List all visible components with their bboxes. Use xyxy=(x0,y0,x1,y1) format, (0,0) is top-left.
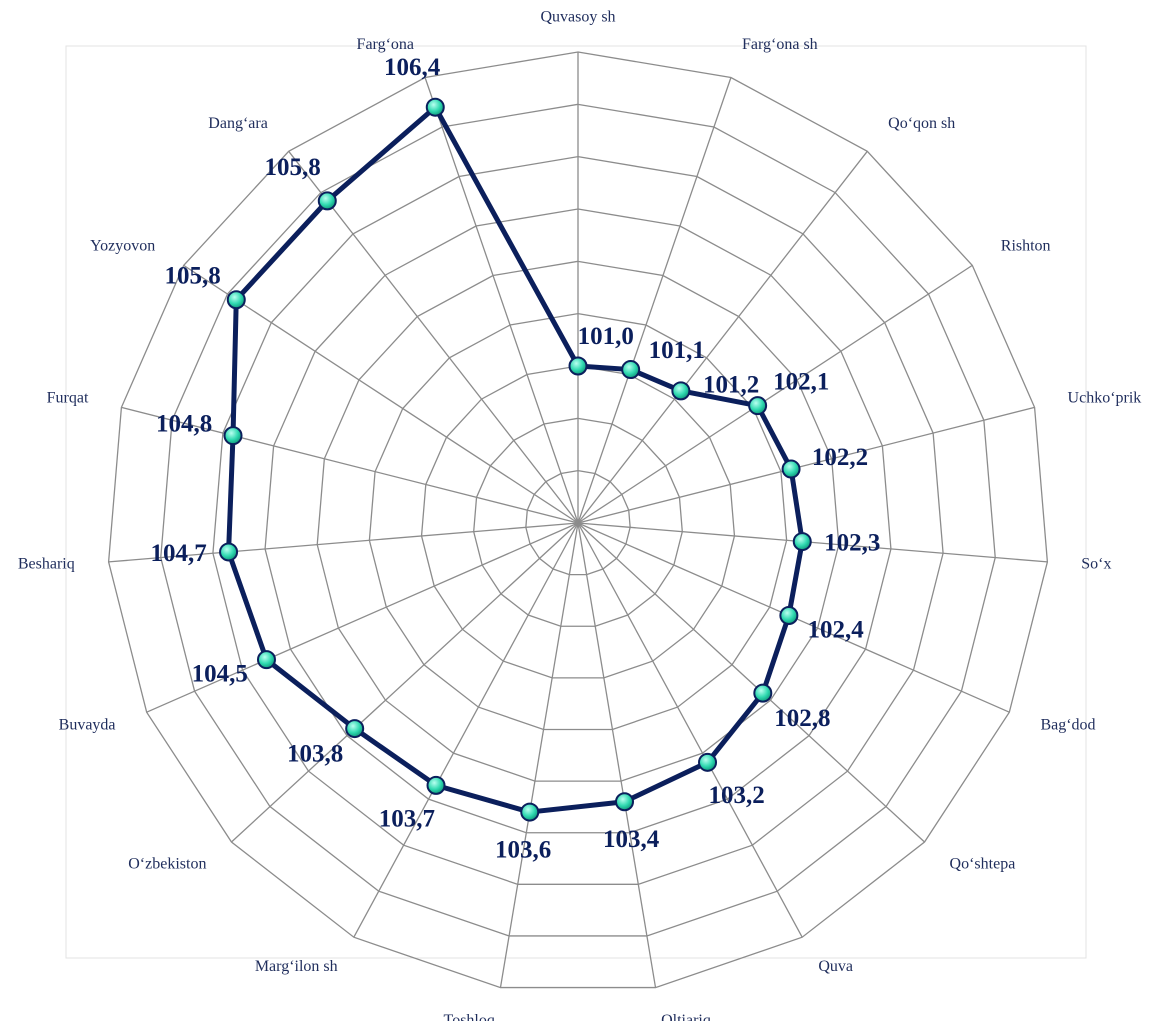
marker xyxy=(792,532,812,552)
marker xyxy=(219,542,239,562)
grid-ring xyxy=(316,260,840,782)
category-label: So‘x xyxy=(1081,555,1111,572)
spoke xyxy=(231,522,579,843)
marker xyxy=(345,719,365,739)
marker xyxy=(223,426,243,446)
spoke xyxy=(183,264,579,524)
value-label: 101,2 xyxy=(703,372,759,399)
category-label: Rishton xyxy=(1001,237,1051,254)
spoke xyxy=(577,264,973,524)
value-label: 102,3 xyxy=(824,530,880,557)
spoke xyxy=(353,522,579,938)
marker xyxy=(748,396,768,416)
value-label: 104,5 xyxy=(192,660,248,687)
value-label: 101,1 xyxy=(649,337,705,364)
value-label: 103,4 xyxy=(603,826,660,853)
value-label: 103,7 xyxy=(379,805,435,832)
marker xyxy=(753,683,773,703)
spoke xyxy=(424,77,579,524)
value-label: 104,8 xyxy=(156,411,212,438)
grid-ring xyxy=(368,313,788,731)
spoke xyxy=(577,77,732,524)
category-label: Yozyovon xyxy=(90,237,155,254)
spoke xyxy=(577,522,657,988)
spoke xyxy=(577,522,925,843)
marker xyxy=(226,290,246,310)
marker xyxy=(520,802,540,822)
marker xyxy=(621,360,641,380)
spoke xyxy=(577,406,1035,524)
category-label: Uchko‘prik xyxy=(1068,390,1142,407)
value-label: 103,2 xyxy=(709,782,765,809)
value-label: 101,0 xyxy=(578,323,634,350)
value-label: 102,2 xyxy=(812,444,868,471)
category-label: Buvayda xyxy=(59,717,116,734)
marker xyxy=(781,459,801,479)
category-label: Qo‘qon sh xyxy=(888,115,955,132)
category-label: Oltiariq xyxy=(661,1012,711,1021)
category-label: Toshloq xyxy=(444,1012,495,1021)
spoke xyxy=(288,150,579,524)
spoke xyxy=(577,522,803,938)
spoke xyxy=(108,522,579,563)
spoke xyxy=(121,406,579,524)
category-label: Dang‘ara xyxy=(208,115,268,132)
value-label: 106,4 xyxy=(384,54,441,81)
value-label: 105,8 xyxy=(165,263,221,290)
spoke xyxy=(577,150,868,524)
category-label: Bag‘dod xyxy=(1040,717,1095,734)
grid-ring xyxy=(160,103,996,937)
marker xyxy=(568,356,588,376)
category-label: Quvasoy sh xyxy=(540,9,615,26)
grid-ring xyxy=(473,417,683,627)
value-label: 103,8 xyxy=(287,740,343,767)
value-label: 102,4 xyxy=(808,616,865,643)
grid-ring xyxy=(525,470,631,576)
value-label: 104,7 xyxy=(150,540,206,567)
value-label: 105,8 xyxy=(264,154,320,181)
spoke xyxy=(577,522,1048,563)
marker xyxy=(698,752,718,772)
grid-ring xyxy=(264,208,892,834)
category-label: Qo‘shtepa xyxy=(950,856,1016,873)
marker xyxy=(425,97,445,117)
series-line xyxy=(226,104,805,815)
category-label: Farg‘ona xyxy=(357,36,414,53)
category-label: Farg‘ona sh xyxy=(742,36,818,53)
marker xyxy=(671,381,691,401)
marker xyxy=(256,650,276,670)
marker xyxy=(426,775,446,795)
marker xyxy=(779,605,799,625)
value-label: 102,1 xyxy=(773,368,829,395)
category-label: Quva xyxy=(818,958,853,975)
category-label: Furqat xyxy=(47,390,89,407)
spoke xyxy=(146,522,579,713)
value-label: 103,6 xyxy=(495,836,551,863)
category-label: Marg‘ilon sh xyxy=(255,958,338,975)
marker xyxy=(615,792,635,812)
grid-ring xyxy=(212,156,944,885)
marker xyxy=(317,191,337,211)
value-label: 102,8 xyxy=(774,705,830,732)
grid-ring xyxy=(420,365,736,679)
grid-ring xyxy=(107,51,1049,989)
plot-frame xyxy=(65,45,1087,959)
category-label: Beshariq xyxy=(18,555,75,572)
category-label: O‘zbekiston xyxy=(128,856,206,873)
spoke xyxy=(499,522,579,988)
